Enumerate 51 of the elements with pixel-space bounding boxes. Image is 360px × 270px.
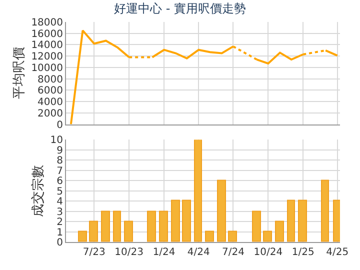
x-tick-label: 1/25 [292, 247, 314, 258]
y-tick-label: 4 [56, 196, 63, 208]
bar [321, 180, 329, 242]
x-tick-label: 7/24 [222, 247, 244, 258]
bar [263, 230, 272, 242]
y-tick-label: 10 [50, 135, 63, 146]
chart-title: 好運中心 - 實用呎價走勢 [114, 1, 246, 16]
bar [194, 140, 202, 242]
y-tick-label: 3 [56, 206, 63, 218]
y-tick-label: 9 [56, 145, 63, 156]
bar [101, 210, 110, 242]
bar [298, 200, 307, 242]
x-tick-label: 10/24 [254, 247, 283, 258]
y-tick-label: 12000 [31, 52, 63, 63]
x-tick-label: 4/25 [326, 247, 349, 258]
bar [159, 210, 168, 242]
y-tick-label: 0 [56, 238, 63, 248]
x-tick-label: 1/24 [152, 247, 176, 258]
y-tick-label: 16000 [31, 28, 63, 40]
bar [124, 220, 133, 242]
y-tick-label: 6000 [38, 86, 63, 97]
bar [287, 200, 295, 242]
bar [113, 210, 121, 242]
y-tick-label: 2000 [38, 108, 63, 120]
bar [217, 180, 226, 242]
bar [205, 230, 214, 242]
y-tick-label: 8000 [38, 74, 63, 86]
y-tick-label: 5 [56, 186, 63, 198]
bar [171, 200, 180, 242]
y-axis-title: 成交宗數 [30, 164, 46, 217]
bar [78, 230, 87, 242]
y-tick-label: 8 [56, 156, 63, 167]
y-tick-label: 1 [56, 227, 63, 238]
y-tick-label: 10000 [31, 62, 63, 74]
x-tick-label: 7/23 [82, 247, 106, 258]
y-tick-label: 14000 [31, 40, 63, 52]
x-tick-label: 10/23 [114, 247, 144, 258]
y-axis-title: 平均呎價 [12, 47, 28, 100]
bar [275, 220, 284, 242]
bar [252, 210, 261, 242]
y-tick-label: 18000 [31, 18, 63, 28]
x-tick-label: 4/24 [187, 247, 210, 258]
y-tick-label: 7 [56, 166, 63, 177]
bar [182, 200, 191, 242]
bar [228, 230, 237, 242]
bar [89, 220, 98, 242]
y-tick-label: 4000 [38, 97, 63, 108]
bar [147, 210, 156, 242]
y-tick-label: 0 [56, 120, 63, 131]
y-tick-label: 2 [56, 217, 63, 228]
y-tick-label: 6 [56, 176, 63, 188]
